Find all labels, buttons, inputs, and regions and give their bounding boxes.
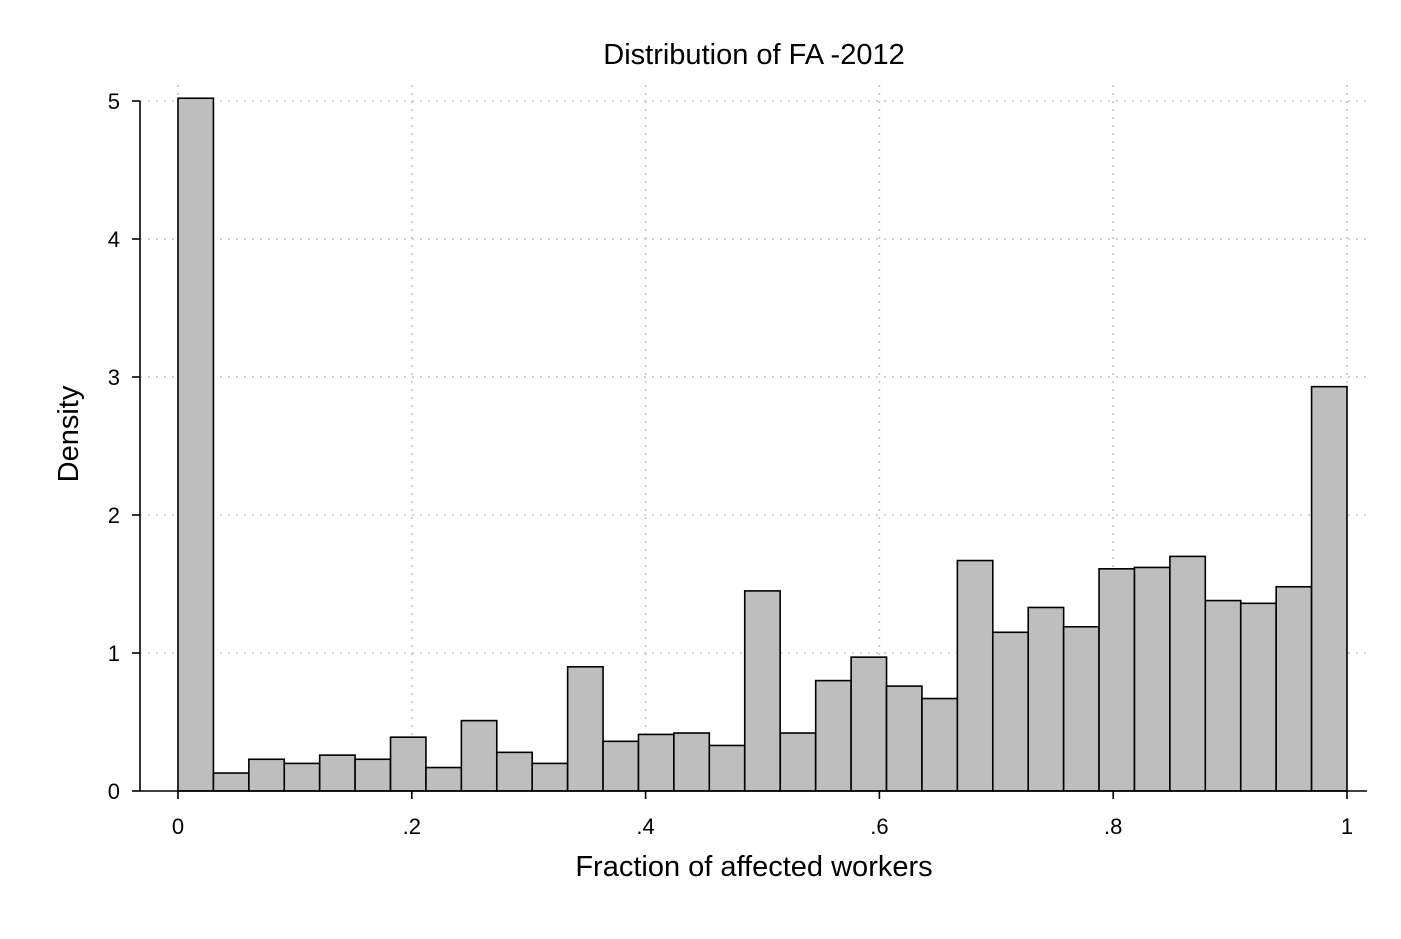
y-axis-label: Density — [53, 385, 85, 482]
histogram-bar — [425, 766, 463, 792]
histogram-bar — [850, 656, 888, 792]
histogram-bar — [956, 559, 994, 792]
histogram-bar — [389, 736, 427, 792]
x-tick-label: 1 — [1341, 814, 1353, 839]
histogram-bar — [743, 590, 781, 792]
histogram-bar — [1062, 625, 1100, 792]
y-tick-label: 3 — [108, 365, 120, 390]
y-tick-label: 2 — [108, 503, 120, 528]
histogram-bar — [602, 740, 640, 792]
y-tick-label: 0 — [108, 779, 120, 804]
histogram-bar — [460, 719, 498, 792]
histogram-bar — [1310, 385, 1348, 792]
histogram-bar — [531, 762, 569, 792]
histogram-bar — [779, 732, 817, 792]
chart-title: Distribution of FA -2012 — [603, 39, 904, 71]
x-tick-label: 0 — [172, 814, 184, 839]
histogram-bar — [1169, 555, 1207, 792]
axes — [132, 100, 1367, 799]
y-tick-label: 4 — [108, 227, 120, 252]
histogram-bar — [637, 733, 675, 792]
histogram-bars — [177, 97, 1348, 792]
histogram-bar — [1275, 585, 1313, 792]
histogram-bar — [283, 762, 321, 792]
histogram-bar — [248, 758, 286, 792]
histogram-bar — [212, 772, 250, 792]
histogram-bar — [566, 665, 604, 792]
histogram-bar — [708, 744, 746, 792]
histogram-bar — [921, 697, 959, 792]
x-axis-label: Fraction of affected workers — [575, 851, 932, 883]
histogram-bar — [1133, 566, 1171, 792]
histogram-bar — [885, 685, 923, 792]
tick-labels: 0 1 2 3 4 5 0 .2 .4 .6 .8 1 — [108, 89, 1353, 839]
histogram-bar — [1204, 599, 1242, 792]
x-tick-label: .4 — [636, 814, 654, 839]
histogram-bar — [1027, 606, 1065, 792]
histogram-bar — [1098, 568, 1136, 792]
x-tick-label: .6 — [870, 814, 888, 839]
y-tick-label: 1 — [108, 641, 120, 666]
histogram-bar — [673, 732, 711, 792]
x-tick-label: .2 — [403, 814, 421, 839]
histogram-bar — [177, 97, 215, 792]
histogram-bar — [991, 631, 1030, 792]
x-tick-label: .8 — [1104, 814, 1122, 839]
histogram-bar — [354, 758, 392, 792]
histogram-bar — [1239, 602, 1277, 792]
histogram-bar — [495, 751, 534, 792]
histogram-bar — [814, 679, 852, 792]
y-tick-label: 5 — [108, 89, 120, 114]
histogram-bar — [318, 754, 356, 792]
